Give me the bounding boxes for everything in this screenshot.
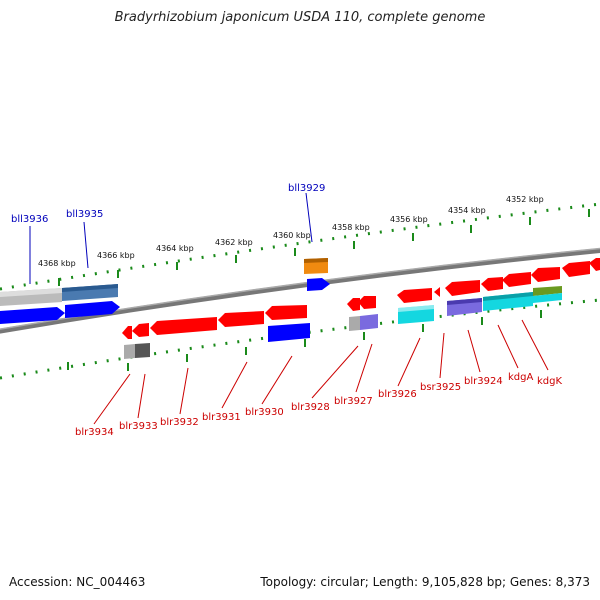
gene-label-bll3929[interactable]: bll3929	[288, 183, 325, 194]
bottom-label-leaders	[93, 319, 549, 425]
gene-forward-blue-1[interactable]	[0, 307, 65, 324]
genome-backbone	[0, 247, 600, 334]
gene-reverse[interactable]	[531, 267, 560, 282]
gene-reverse[interactable]	[434, 287, 440, 297]
genome-summary-text: Topology: circular; Length: 9,105,828 bp…	[260, 575, 590, 589]
gene-label-bll3935[interactable]: bll3935	[66, 209, 103, 220]
gene-reverse[interactable]	[562, 261, 590, 277]
genome-title: Bradyrhizobium japonicum USDA 110, compl…	[114, 10, 486, 25]
gene-blr3930-blue[interactable]	[268, 323, 310, 342]
gene-label-blr3931[interactable]: blr3931	[202, 412, 241, 423]
gene-reverse[interactable]	[397, 288, 432, 303]
gene-reverse[interactable]	[347, 298, 360, 311]
gene-kdgK-cyan[interactable]	[533, 293, 562, 303]
gene-label-bsr3925[interactable]: bsr3925	[420, 382, 461, 393]
top-label-leaders	[29, 192, 313, 284]
gene-blr3931-reverse[interactable]	[218, 311, 264, 327]
upper-gene-track	[0, 258, 330, 324]
kbp-label: 4364 kbp	[156, 244, 194, 253]
gene-kdgK-olive[interactable]	[533, 286, 562, 296]
bottom-gene-labels: blr3934 blr3933 blr3932 blr3931 blr3930 …	[75, 372, 562, 438]
accession-text: Accession: NC_004463	[9, 575, 146, 589]
upper-tick-axis	[0, 202, 600, 291]
kbp-label: 4362 kbp	[215, 238, 253, 247]
gene-label-bll3936[interactable]: bll3936	[11, 214, 48, 225]
gene-reverse[interactable]	[589, 258, 600, 271]
kbp-label: 4358 kbp	[332, 223, 370, 232]
kbp-label: 4356 kbp	[390, 215, 428, 224]
gene-label-blr3927[interactable]: blr3927	[334, 396, 373, 407]
gene-label-kdgK[interactable]: kdgK	[537, 376, 562, 387]
kbp-label: 4366 kbp	[97, 251, 135, 260]
gene-blr3933-reverse[interactable]	[132, 323, 149, 337]
gene-reverse[interactable]	[358, 296, 376, 309]
top-gene-labels: bll3936 bll3935 bll3929	[11, 183, 325, 225]
lower-tick-axis	[0, 298, 600, 380]
gene-blr3934-reverse[interactable]	[122, 326, 132, 339]
gene-label-blr3930[interactable]: blr3930	[245, 407, 284, 418]
gene-blr3933-dark[interactable]	[135, 343, 150, 358]
lower-gene-track	[122, 286, 562, 359]
gene-reverse[interactable]	[502, 272, 531, 287]
kbp-labels: 4368 kbp 4366 kbp 4364 kbp 4362 kbp 4360…	[38, 195, 544, 268]
gene-reverse[interactable]	[445, 280, 480, 296]
gene-label-blr3932[interactable]: blr3932	[160, 417, 199, 428]
gene-blr3930-reverse[interactable]	[265, 305, 307, 320]
gene-label-blr3934[interactable]: blr3934	[75, 427, 114, 438]
gene-bll3929-blue[interactable]	[307, 278, 330, 291]
gene-blr3932-reverse[interactable]	[150, 317, 217, 335]
gene-label-blr3924[interactable]: blr3924	[464, 376, 503, 387]
kbp-label: 4352 kbp	[506, 195, 544, 204]
gene-label-blr3933[interactable]: blr3933	[119, 421, 158, 432]
gene-blr3928-gray[interactable]	[349, 316, 360, 331]
gene-blr3927-purple[interactable]	[360, 314, 378, 330]
kbp-label: 4368 kbp	[38, 259, 76, 268]
gene-label-kdgA[interactable]: kdgA	[508, 372, 533, 383]
kbp-label: 4360 kbp	[273, 231, 311, 240]
gene-forward-blue-2[interactable]	[65, 301, 120, 318]
gene-label-blr3928[interactable]: blr3928	[291, 402, 330, 413]
gene-blr3934-gray[interactable]	[124, 344, 135, 359]
gene-reverse[interactable]	[481, 277, 503, 291]
gene-label-blr3926[interactable]: blr3926	[378, 389, 417, 400]
kbp-label: 4354 kbp	[448, 206, 486, 215]
upper-reverse-genes	[347, 258, 600, 311]
